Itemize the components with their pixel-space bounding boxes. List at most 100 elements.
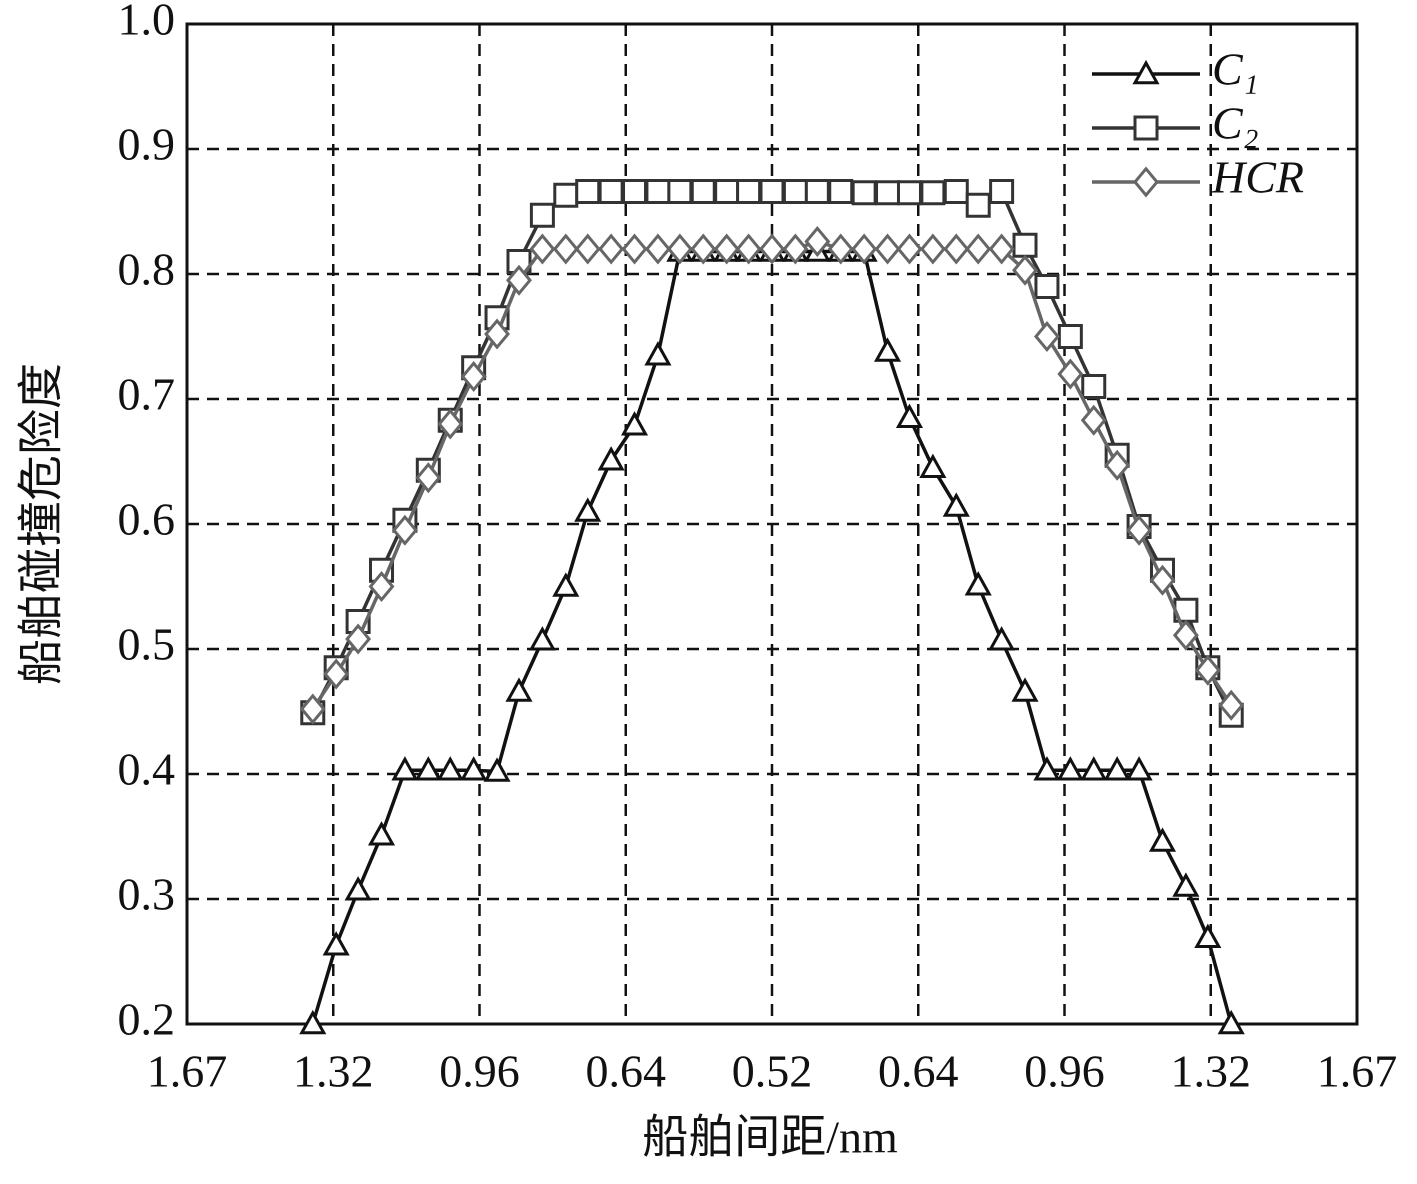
marker xyxy=(322,931,350,956)
marker xyxy=(1103,756,1131,781)
marker xyxy=(574,497,602,522)
marker xyxy=(851,233,878,265)
y-tick-label: 1.0 xyxy=(118,0,176,45)
y-tick-label: 0.7 xyxy=(118,369,176,420)
marker xyxy=(942,492,970,517)
marker xyxy=(690,233,717,265)
marker xyxy=(598,179,624,204)
marker xyxy=(1057,324,1083,349)
marker xyxy=(415,462,442,494)
marker xyxy=(1218,689,1245,721)
marker xyxy=(1172,619,1199,651)
marker xyxy=(943,179,969,204)
marker xyxy=(714,179,740,204)
marker xyxy=(782,233,809,265)
marker xyxy=(484,318,511,350)
marker xyxy=(574,233,601,265)
marker xyxy=(1194,654,1221,686)
marker xyxy=(299,693,326,725)
marker xyxy=(644,233,671,265)
marker xyxy=(1133,166,1159,198)
marker xyxy=(873,337,902,362)
marker xyxy=(391,514,418,546)
marker xyxy=(988,626,1016,651)
marker xyxy=(529,202,555,228)
marker xyxy=(1056,756,1084,781)
marker xyxy=(943,233,970,265)
marker xyxy=(875,180,901,206)
marker xyxy=(344,876,372,901)
y-tick-label: 0.4 xyxy=(118,744,176,795)
marker xyxy=(645,179,671,204)
marker xyxy=(299,1009,327,1035)
marker xyxy=(644,341,672,366)
marker xyxy=(736,179,762,204)
legend-label: C₁ xyxy=(1212,44,1259,95)
marker xyxy=(597,446,625,471)
marker xyxy=(1125,756,1153,781)
marker xyxy=(1104,449,1131,481)
marker xyxy=(690,179,716,204)
marker xyxy=(460,360,487,393)
marker xyxy=(965,233,992,265)
marker xyxy=(460,756,488,781)
marker xyxy=(620,411,649,436)
marker xyxy=(965,192,991,218)
marker xyxy=(345,623,372,655)
marker xyxy=(367,821,396,846)
marker xyxy=(895,403,924,429)
marker xyxy=(735,233,762,265)
marker xyxy=(1081,374,1107,399)
y-tick-label: 0.3 xyxy=(118,869,176,920)
marker xyxy=(598,233,625,265)
x-tick-label: 0.96 xyxy=(439,1046,520,1097)
marker xyxy=(622,179,648,204)
x-tick-label: 1.67 xyxy=(1317,1046,1398,1097)
marker xyxy=(851,180,877,206)
marker xyxy=(804,179,830,204)
marker xyxy=(1172,872,1200,897)
marker xyxy=(483,757,511,782)
x-tick-label: 0.64 xyxy=(878,1046,959,1097)
marker xyxy=(1194,923,1222,949)
marker xyxy=(759,179,785,204)
y-tick-label: 0.8 xyxy=(118,244,176,295)
marker xyxy=(667,179,693,204)
marker xyxy=(1126,514,1153,546)
marker xyxy=(414,756,442,781)
marker xyxy=(1012,254,1038,286)
marker xyxy=(1033,756,1061,781)
marker xyxy=(1149,564,1176,596)
marker xyxy=(552,233,579,265)
legend-label: HCR xyxy=(1211,152,1304,203)
y-tick-label: 0.2 xyxy=(118,994,176,1045)
x-tick-label: 1.67 xyxy=(147,1046,228,1097)
marker xyxy=(1132,59,1160,85)
marker xyxy=(896,233,923,265)
marker xyxy=(368,570,395,603)
legend-label: C₂ xyxy=(1212,98,1259,149)
marker xyxy=(1217,1009,1245,1035)
x-tick-label: 1.32 xyxy=(293,1046,374,1097)
marker xyxy=(920,180,946,206)
marker xyxy=(1057,358,1084,390)
marker xyxy=(782,179,808,204)
marker xyxy=(759,233,785,265)
y-tick-label: 0.6 xyxy=(118,494,176,545)
marker xyxy=(1133,115,1159,141)
marker xyxy=(505,677,533,702)
y-tick-label: 0.9 xyxy=(118,119,176,170)
marker xyxy=(529,233,556,265)
marker xyxy=(1034,274,1060,299)
marker xyxy=(1080,404,1107,436)
x-tick-label: 1.32 xyxy=(1171,1046,1252,1097)
y-axis-label: 船舶碰撞危险度 xyxy=(16,363,67,685)
marker xyxy=(896,180,922,206)
marker xyxy=(1148,827,1177,852)
marker xyxy=(827,233,854,265)
marker xyxy=(713,233,740,265)
marker xyxy=(1011,677,1039,702)
marker xyxy=(964,571,992,596)
x-axis-label: 船舶间距/nm xyxy=(642,1112,898,1163)
